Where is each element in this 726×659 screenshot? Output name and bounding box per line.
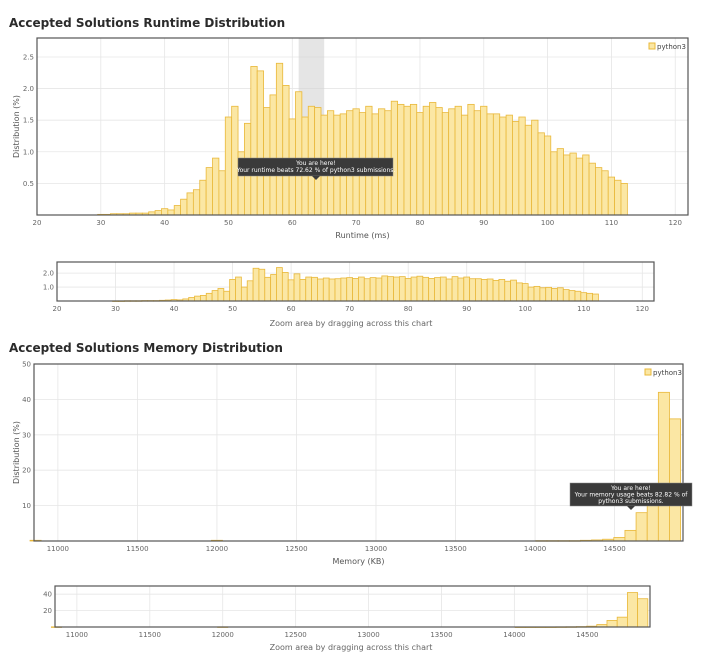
y-tick-label: 50	[22, 361, 31, 369]
y-tick-label: 1.0	[43, 284, 54, 292]
x-tick-label: 20	[53, 305, 62, 313]
x-tick-label: 70	[352, 219, 361, 227]
x-tick-label: 60	[288, 219, 297, 227]
y-tick-label: 2.0	[43, 270, 54, 278]
x-tick-label: 30	[96, 219, 105, 227]
tooltip-line: Your runtime beats 72.62 % of python3 su…	[236, 167, 396, 174]
x-tick-label: 14000	[524, 545, 546, 553]
x-tick-label: 90	[479, 219, 488, 227]
runtime-chart-title: Accepted Solutions Runtime Distribution	[9, 16, 286, 30]
x-tick-label: 14000	[503, 631, 525, 639]
memory-chart-title: Accepted Solutions Memory Distribution	[9, 341, 283, 355]
x-tick-label: 14500	[603, 545, 625, 553]
x-tick-label: 11500	[126, 545, 148, 553]
tooltip-line: You are here!	[610, 485, 651, 492]
histogram-bar	[626, 592, 639, 628]
x-tick-label: 80	[404, 305, 413, 313]
x-tick-label: 12000	[212, 631, 234, 639]
x-tick-label: 50	[228, 305, 237, 313]
legend-swatch	[644, 368, 652, 376]
plot-frame	[36, 37, 689, 216]
x-tick-label: 30	[111, 305, 120, 313]
x-tick-label: 13000	[365, 545, 387, 553]
y-tick-label: 10	[22, 502, 31, 510]
zoom-hint: Zoom area by dragging across this chart	[270, 643, 433, 652]
y-tick-label: 1.5	[23, 117, 34, 125]
x-tick-label: 12500	[284, 631, 306, 639]
x-tick-label: 100	[519, 305, 532, 313]
legend-label: python3	[657, 43, 686, 51]
y-tick-label: 40	[22, 396, 31, 404]
x-tick-label: 11500	[139, 631, 161, 639]
memory-histogram[interactable]: 11000 11500 12000 12500 13000 13500 14000 14500…	[0, 0, 726, 575]
y-tick-label: 2.5	[23, 53, 34, 61]
y-tick-label: 1.0	[23, 148, 34, 156]
x-tick-label: 120	[669, 219, 682, 227]
plot-frame	[54, 585, 651, 628]
y-tick-label: 40	[43, 591, 52, 599]
x-axis-label: Runtime (ms)	[335, 231, 389, 240]
legend-label: python3	[653, 369, 682, 377]
histogram-bar	[637, 598, 649, 628]
x-tick-label: 13500	[430, 631, 452, 639]
y-tick-label: 2.0	[23, 85, 34, 93]
tooltip-pointer	[627, 506, 635, 510]
plot-frame	[33, 363, 684, 542]
x-tick-label: 100	[541, 219, 554, 227]
y-axis-label: Distribution (%)	[12, 95, 21, 158]
x-tick-label: 120	[636, 305, 649, 313]
x-tick-label: 12500	[285, 545, 307, 553]
tooltip-line: You are here!	[295, 160, 336, 167]
y-tick-label: 30	[22, 431, 31, 439]
tooltip-pointer	[312, 176, 320, 180]
x-tick-label: 13500	[444, 545, 466, 553]
x-tick-label: 14500	[576, 631, 598, 639]
y-tick-label: 20	[22, 467, 31, 475]
x-tick-label: 80	[415, 219, 424, 227]
x-tick-label: 11000	[47, 545, 69, 553]
x-tick-label: 40	[160, 219, 169, 227]
tooltip-line: python3 submissions.	[598, 498, 663, 505]
x-tick-label: 40	[170, 305, 179, 313]
y-tick-label: 0.5	[23, 180, 34, 188]
legend-swatch	[648, 42, 656, 50]
x-tick-label: 110	[577, 305, 590, 313]
plot-frame	[56, 261, 655, 302]
x-tick-label: 50	[224, 219, 233, 227]
x-tick-label: 70	[345, 305, 354, 313]
zoom-hint: Zoom area by dragging across this chart	[270, 319, 433, 328]
x-tick-label: 20	[33, 219, 42, 227]
x-tick-label: 13000	[357, 631, 379, 639]
histogram-bar	[606, 620, 618, 628]
x-tick-label: 11000	[66, 631, 88, 639]
x-tick-label: 60	[287, 305, 296, 313]
x-tick-label: 110	[605, 219, 618, 227]
runtime-navigator[interactable]: 20 30 40 50 60 70 80 90 100 110 120 1.0 2.0 Zoom area…	[0, 0, 726, 340]
tooltip-line: Your memory usage beats 82.82 % of	[574, 492, 689, 499]
x-axis-label: Memory (KB)	[332, 557, 384, 566]
y-tick-label: 20	[43, 607, 52, 615]
y-axis-label: Distribution (%)	[12, 421, 21, 484]
histogram-bar	[616, 616, 628, 628]
x-tick-label: 12000	[206, 545, 228, 553]
runtime-histogram[interactable]: 20 30 40 50 60 70 80 90 100 110 120 0.5 1.0 1.5 2.0 2.5…	[0, 0, 726, 250]
x-tick-label: 90	[462, 305, 471, 313]
